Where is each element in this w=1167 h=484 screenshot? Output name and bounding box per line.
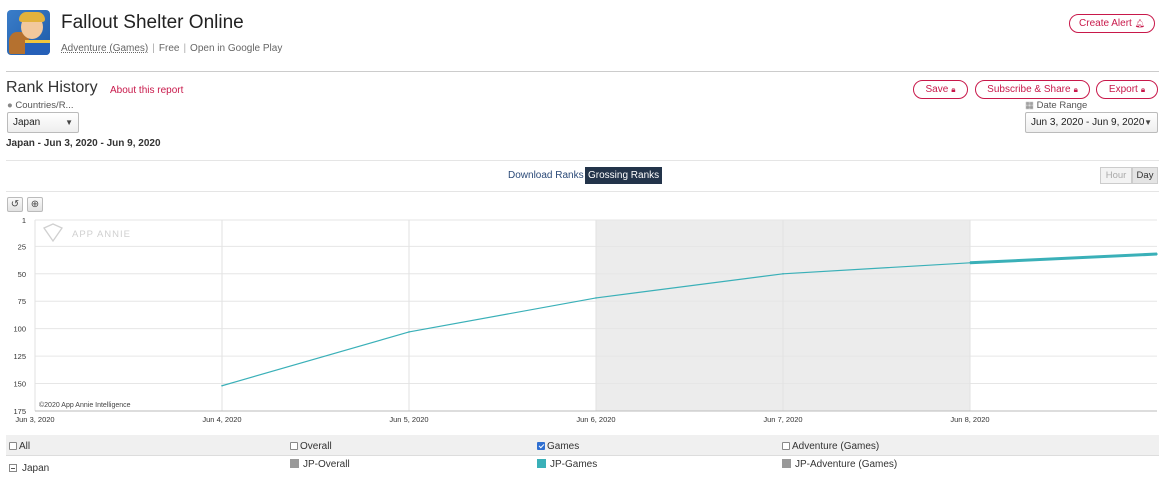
legend-item-jp-adventure[interactable]: JP-Adventure (Games) <box>782 459 897 470</box>
date-range-label: ▦ Date Range <box>1025 100 1087 111</box>
legend-adventure-checkbox[interactable]: Adventure (Games) <box>782 441 879 452</box>
app-title: Fallout Shelter Online <box>61 12 244 33</box>
legend-overall-checkbox[interactable]: Overall <box>290 441 332 452</box>
series-swatch <box>782 459 791 468</box>
globe-icon: ● <box>7 100 13 111</box>
legend-overall-label: Overall <box>300 441 332 452</box>
legend-games-checkbox[interactable]: Games <box>537 441 579 452</box>
x-tick-label: Jun 6, 2020 <box>576 415 615 424</box>
save-label: Save <box>925 84 949 95</box>
tab-grossing-ranks[interactable]: Grossing Ranks <box>585 167 663 184</box>
x-tick-label: Jun 5, 2020 <box>389 415 428 424</box>
series-swatch <box>537 459 546 468</box>
day-toggle[interactable]: Day <box>1132 167 1158 184</box>
y-tick-label: 175 <box>13 407 26 416</box>
copyright-text: ©2020 App Annie Intelligence <box>39 401 131 409</box>
app-icon <box>7 10 50 55</box>
legend-item-label: JP-Games <box>550 459 598 470</box>
legend-country-label: Japan <box>22 463 50 474</box>
legend-all-label: All <box>19 441 31 452</box>
about-report-link[interactable]: About this report <box>110 85 184 96</box>
y-tick-label: 25 <box>18 242 26 251</box>
data-point[interactable] <box>782 272 784 275</box>
x-tick-label: Jun 4, 2020 <box>202 415 241 424</box>
checkbox-icon <box>537 442 545 450</box>
legend-item-jp-games[interactable]: JP-Games <box>537 459 597 470</box>
subscribe-label: Subscribe & Share <box>987 84 1071 95</box>
lock-icon: 🔒︎ <box>1140 85 1146 94</box>
y-tick-label: 100 <box>13 325 26 334</box>
y-tick-label: 1 <box>22 216 26 225</box>
subscribe-share-button[interactable]: Subscribe & Share 🔒︎ <box>975 80 1090 99</box>
series-line-latest <box>969 252 1158 265</box>
reset-zoom-button[interactable]: ↺ <box>7 197 23 212</box>
date-range-select[interactable]: Jun 3, 2020 - Jun 9, 2020 ▼ <box>1025 112 1158 133</box>
checkbox-icon <box>782 442 790 450</box>
google-play-link[interactable]: Open in Google Play <box>190 43 283 54</box>
data-point[interactable] <box>221 384 223 387</box>
app-meta: Adventure (Games) | Free | Open in Google Pl… <box>61 43 283 54</box>
tab-download-ranks[interactable]: Download Ranks <box>508 170 584 181</box>
calendar-icon: ▦ <box>1025 100 1034 111</box>
toolbar-divider <box>6 191 1159 192</box>
y-tick-label: 75 <box>18 297 26 306</box>
checkbox-icon <box>290 442 298 450</box>
series-swatch <box>290 459 299 468</box>
date-range-value: Jun 3, 2020 - Jun 9, 2020 <box>1031 117 1145 128</box>
header-divider <box>6 71 1159 72</box>
zoom-button[interactable]: ⊕ <box>27 197 43 212</box>
x-axis: Jun 3, 2020 Jun 4, 2020 Jun 5, 2020 Jun 6, … <box>15 410 1157 424</box>
lock-icon: 🔒︎ <box>1073 85 1078 94</box>
data-point[interactable] <box>1156 253 1158 255</box>
hour-toggle[interactable]: Hour <box>1100 167 1132 184</box>
chart-series <box>221 252 1158 387</box>
data-point[interactable] <box>408 331 410 333</box>
report-subtitle: Japan - Jun 3, 2020 - Jun 9, 2020 <box>6 138 161 149</box>
countries-filter-label: ● Countries/R... <box>7 100 73 111</box>
y-tick-label: 125 <box>13 352 26 361</box>
legend-header: All Overall Games Adventure (Games) <box>6 435 1159 456</box>
app-price: Free <box>158 43 180 54</box>
save-button[interactable]: Save 🔒︎ <box>913 80 968 99</box>
y-tick-label: 50 <box>18 270 26 279</box>
checkbox-icon <box>9 442 17 450</box>
y-tick-label: 150 <box>13 380 26 389</box>
report-title: Rank History <box>6 79 98 96</box>
chevron-down-icon: ▼ <box>65 118 73 127</box>
legend-row-country[interactable]: Japan <box>9 463 49 474</box>
watermark-text: APP ANNIE <box>72 229 131 240</box>
export-button[interactable]: Export 🔒︎ <box>1096 80 1158 99</box>
legend-adventure-label: Adventure (Games) <box>792 441 880 452</box>
watermark: APP ANNIE <box>43 223 131 243</box>
export-label: Export <box>1108 84 1138 95</box>
chart-grid <box>34 219 1157 412</box>
legend-item-label: JP-Adventure (Games) <box>795 459 898 470</box>
country-select[interactable]: Japan ▼ <box>7 112 79 133</box>
x-tick-label: Jun 7, 2020 <box>763 415 802 424</box>
x-tick-label: Jun 8, 2020 <box>950 415 989 424</box>
country-select-value: Japan <box>13 117 41 128</box>
countries-label-text: Countries/R... <box>15 100 74 111</box>
reset-zoom-icon: ↺ <box>10 199 20 210</box>
legend-item-label: JP-Overall <box>303 459 350 470</box>
collapse-icon <box>9 464 17 472</box>
legend-all-checkbox[interactable]: All <box>9 441 30 452</box>
bell-icon: 🔔︎ <box>1134 19 1145 28</box>
zoom-icon: ⊕ <box>30 199 40 210</box>
x-tick-label: Jun 3, 2020 <box>15 415 54 424</box>
section-divider <box>6 160 1159 161</box>
app-category-link[interactable]: Adventure (Games) <box>61 43 149 54</box>
date-range-label-text: Date Range <box>1036 100 1088 111</box>
create-alert-button[interactable]: Create Alert 🔔︎ <box>1069 14 1155 33</box>
data-point[interactable] <box>595 297 597 299</box>
data-point[interactable] <box>969 262 971 264</box>
chevron-down-icon: ▼ <box>1144 118 1152 127</box>
lock-icon: 🔒︎ <box>951 85 956 94</box>
legend-games-label: Games <box>547 441 580 452</box>
create-alert-label: Create Alert <box>1079 18 1132 29</box>
legend-item-jp-overall[interactable]: JP-Overall <box>290 459 350 470</box>
